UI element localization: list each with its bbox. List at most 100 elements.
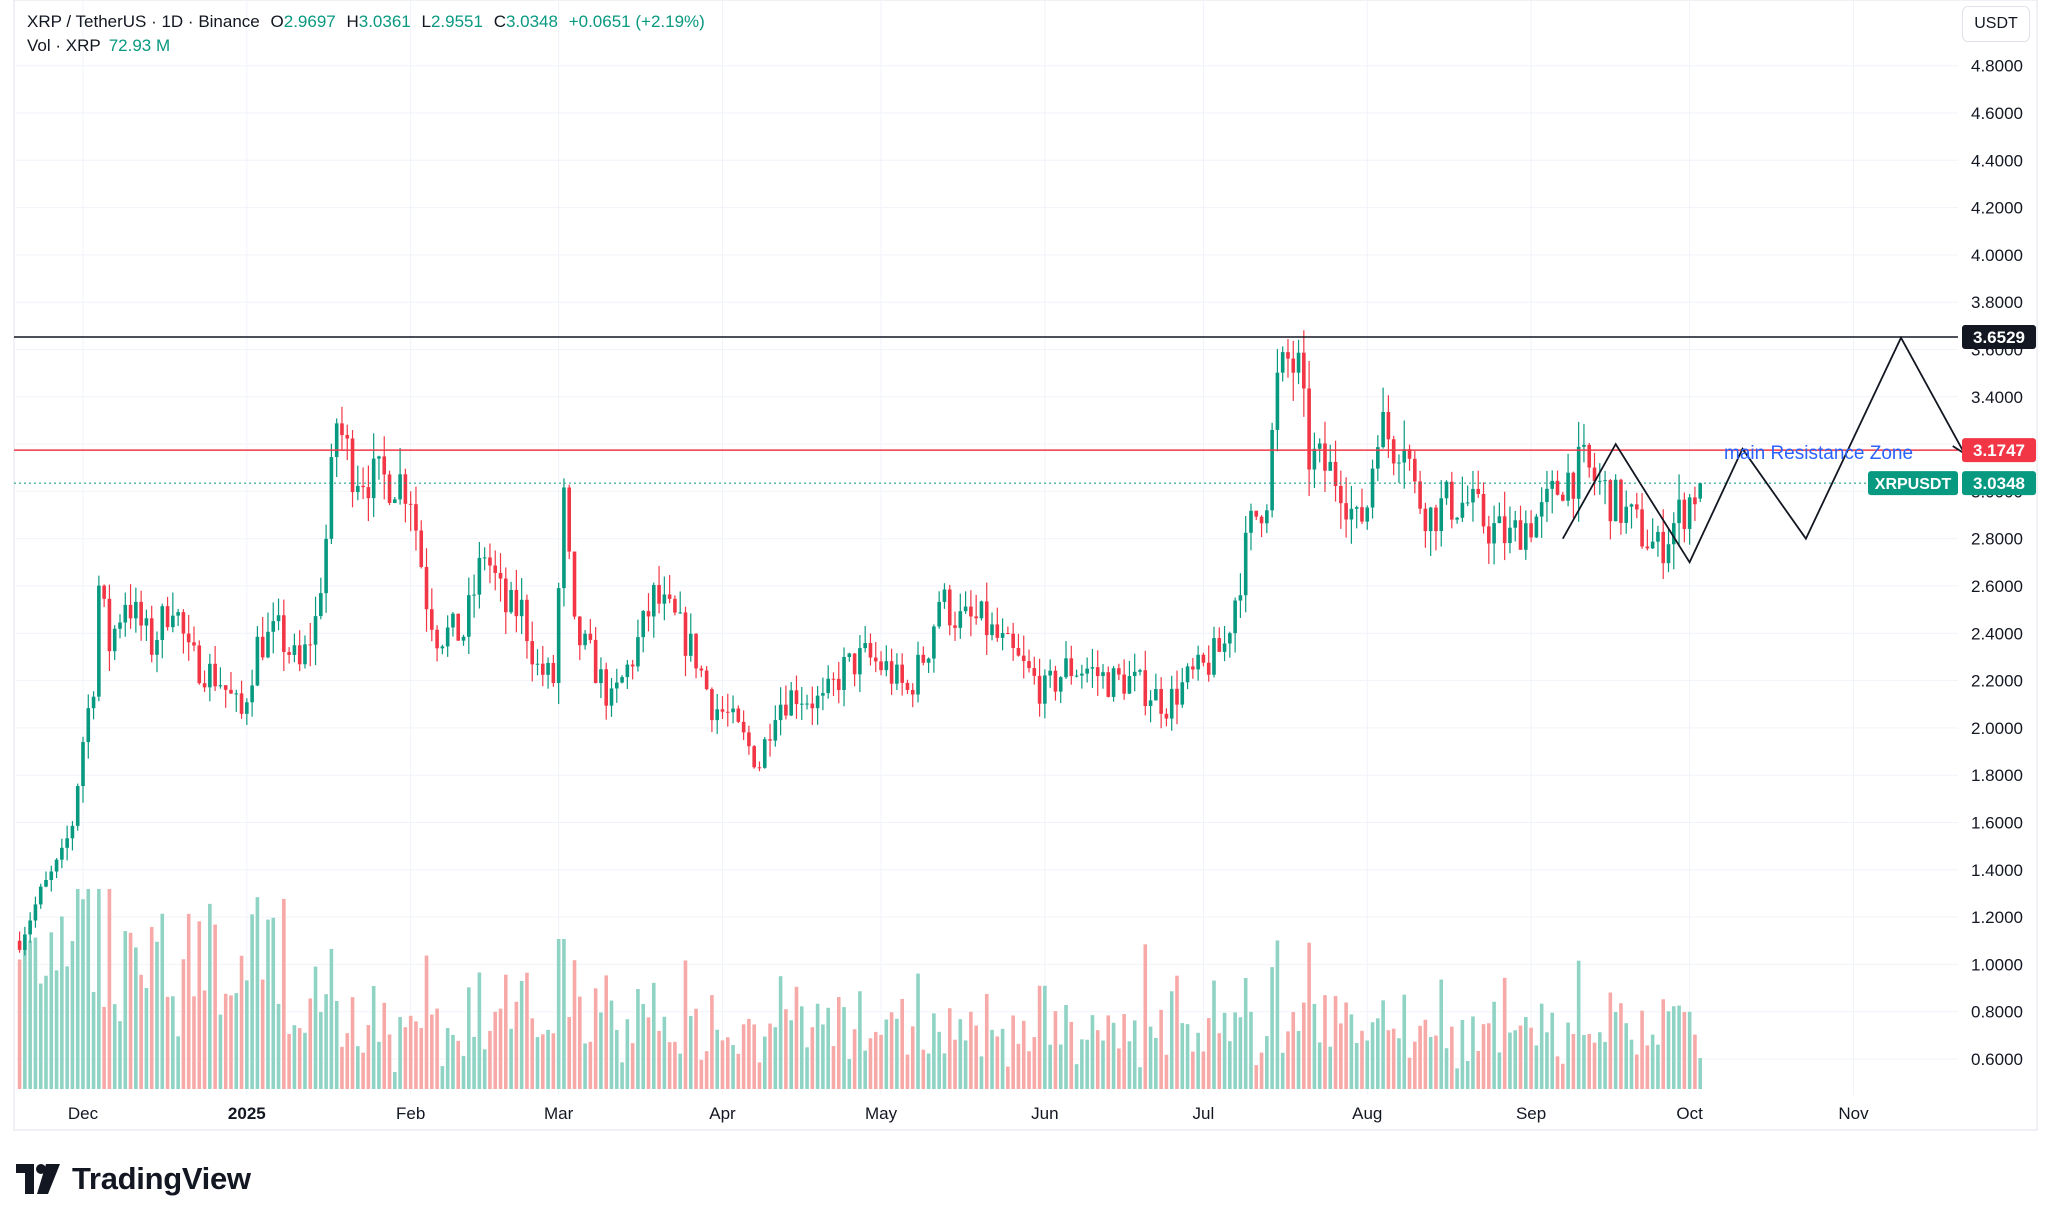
candle-body [1661, 531, 1666, 564]
volume-bar [1360, 1030, 1364, 1089]
volume-bar [1428, 1036, 1433, 1089]
candle-body [160, 606, 165, 641]
symbol-title[interactable]: XRP / TetherUS · 1D · Binance [27, 12, 260, 31]
volume-bar [984, 993, 989, 1089]
price-tags: 3.6529 3.1747 3.0348 XRPUSDT [1868, 324, 2036, 496]
y-tick-label: 4.6000 [1971, 104, 2023, 123]
candle-body [467, 595, 471, 637]
volume-bar [414, 1021, 418, 1089]
candle-body [826, 678, 830, 694]
volume-label[interactable]: Vol · XRP [27, 36, 101, 55]
candle-body [139, 601, 143, 626]
candle-body [1117, 668, 1121, 675]
tradingview-logo[interactable]: TradingView [16, 1161, 251, 1197]
volume-bar [192, 996, 196, 1089]
candle-body [1085, 668, 1089, 674]
candle-body [646, 611, 651, 617]
candle-body [1370, 468, 1375, 508]
candle-body [1270, 429, 1274, 511]
volume-bar [1413, 1041, 1417, 1089]
x-tick-label: Dec [68, 1104, 99, 1123]
candle-body [1222, 643, 1227, 652]
y-tick-label: 2.0000 [1971, 719, 2023, 738]
candle-body [1191, 666, 1195, 670]
volume-bar [1550, 1012, 1555, 1089]
volume-bar [747, 1018, 751, 1089]
volume-bar [932, 1013, 936, 1089]
candle-body [1317, 443, 1322, 449]
low-label: L [421, 12, 431, 31]
candle-body [805, 703, 809, 705]
candle-body [1576, 446, 1581, 499]
candle-body [1095, 667, 1100, 677]
volume-bar [1185, 1024, 1190, 1089]
volume-bar [1127, 1041, 1132, 1089]
volume-bar [313, 966, 318, 1089]
candle-body [334, 423, 339, 458]
volume-bar [1212, 980, 1216, 1089]
candle-body [81, 742, 85, 787]
volume-bar [947, 1008, 952, 1089]
candle-body [181, 612, 186, 634]
volume-bar [144, 987, 149, 1089]
volume-bar [821, 1024, 825, 1089]
price-tag-label: 3.6529 [1973, 328, 2025, 347]
chart-pane-border [13, 0, 2038, 1131]
candle-body [1619, 479, 1623, 523]
candle-body [831, 678, 836, 680]
candle-body [879, 661, 883, 671]
candle-body [287, 652, 291, 655]
symbol-tag-label: XRPUSDT [1875, 476, 1952, 493]
volume-bar [250, 914, 254, 1089]
candle-body [70, 825, 75, 839]
candle-body [1571, 472, 1576, 499]
candle-body [1481, 494, 1486, 527]
candle-body [1566, 472, 1570, 501]
volume-bar [498, 1008, 503, 1089]
volume-bar [567, 1017, 572, 1089]
candle-body [371, 458, 376, 499]
volume-bar [768, 1023, 772, 1089]
volume-bar [551, 1033, 556, 1089]
candle-body [842, 657, 846, 690]
volume-bar [1217, 1033, 1222, 1089]
candle-body [794, 690, 799, 705]
low-value: 2.9551 [430, 12, 483, 31]
x-axis: Dec 2025 Feb Mar Apr May Jun Jul Aug Sep Oct Nov [68, 1104, 1869, 1123]
candle-body [572, 551, 577, 617]
volume-bar [963, 1040, 968, 1089]
volume-bar [1323, 995, 1327, 1089]
volume-bar [614, 1029, 619, 1089]
candle-body [1455, 517, 1459, 520]
volume-bar [1333, 996, 1338, 1089]
volume-bar [815, 1003, 820, 1089]
volume-bar [1111, 1022, 1116, 1089]
volume-bar [1502, 977, 1507, 1089]
volume-bar [282, 898, 286, 1089]
volume-bar [1619, 1003, 1623, 1089]
volume-bar [540, 1034, 545, 1089]
candle-body [192, 642, 196, 646]
candle-body [731, 708, 735, 713]
candle-body [1629, 504, 1634, 507]
price-tag-bg [1962, 471, 2036, 496]
volume-bar [239, 955, 244, 1089]
candle-body [1656, 531, 1660, 542]
volume-bar [1053, 1011, 1058, 1089]
volume-bar [1344, 1002, 1348, 1089]
volume-bar [974, 1025, 978, 1089]
volume-bar [81, 899, 85, 1089]
candle-body [382, 456, 387, 475]
volume-bar [831, 1046, 836, 1089]
price-tag-label: 3.1747 [1973, 441, 2025, 460]
candle-body [1106, 672, 1111, 697]
candle-body [202, 683, 207, 688]
currency-unit-button[interactable]: USDT [1962, 6, 2030, 42]
candle-body [836, 678, 841, 690]
volume-bar [366, 1025, 371, 1089]
candle-body [1080, 673, 1084, 676]
volume-bar [1561, 1063, 1565, 1089]
volume-bar [482, 1049, 487, 1089]
candle-body [577, 616, 582, 646]
